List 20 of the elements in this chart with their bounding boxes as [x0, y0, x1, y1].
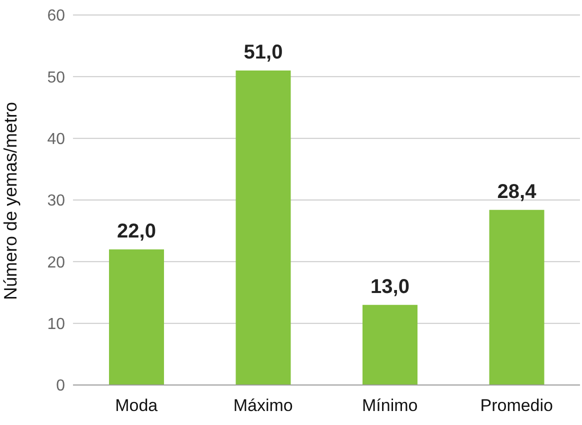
data-label: 28,4 [497, 180, 538, 203]
y-tick-label: 10 [47, 316, 66, 334]
x-tick-label: Promedio [480, 396, 554, 416]
bar [109, 249, 164, 385]
data-label: 51,0 [244, 42, 283, 64]
y-tick-label: 60 [47, 8, 66, 25]
y-axis-title: Número de yemas/metro [0, 102, 20, 300]
x-tick-label: Moda [115, 396, 158, 416]
y-tick-label: 50 [47, 69, 66, 86]
bar [236, 70, 291, 385]
data-label: 22,0 [117, 220, 156, 242]
bar [489, 210, 544, 385]
bar [362, 304, 418, 385]
x-tick-label: Mínimo [362, 396, 418, 416]
y-tick-label: 0 [56, 378, 66, 395]
y-tick-label: 40 [47, 131, 66, 148]
y-tick-label: 20 [47, 254, 66, 272]
y-tick-label: 30 [47, 192, 66, 210]
x-tick-label: Máximo [233, 396, 293, 416]
data-label: 13,0 [370, 276, 410, 298]
